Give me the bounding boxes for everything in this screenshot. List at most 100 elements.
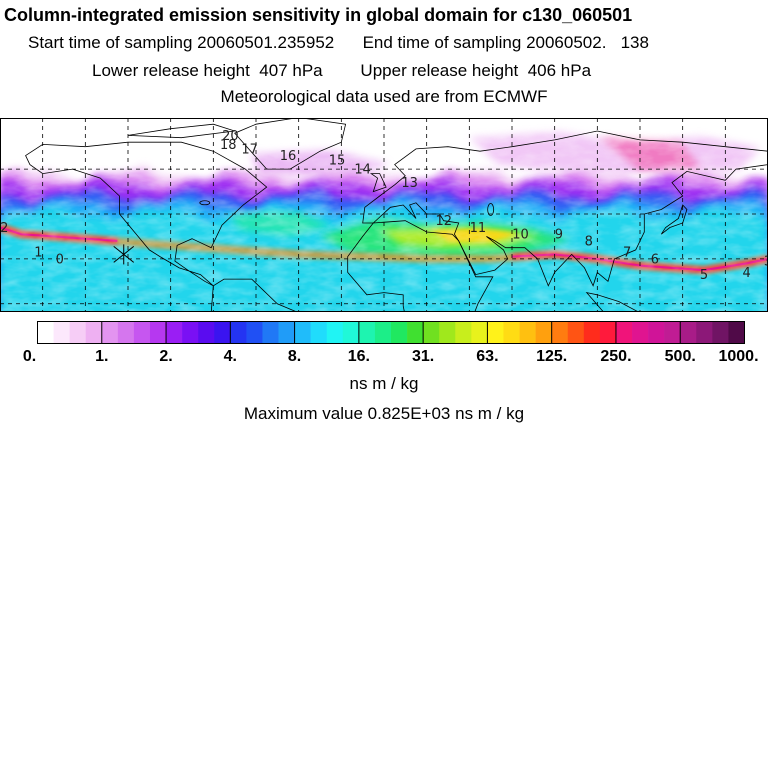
colorbar-cell — [374, 321, 392, 344]
max-label: Maximum value — [243, 404, 363, 423]
contour-label: 7 — [623, 246, 631, 261]
colorbar-tick-label: 63. — [476, 348, 498, 365]
colorbar-cell — [648, 321, 665, 344]
lower-value: 407 hPa — [259, 61, 323, 80]
colorbar-cell — [664, 321, 681, 344]
lat-lon-grid — [0, 118, 768, 312]
colorbar-cell — [182, 321, 199, 344]
colorbar-tick-label: 500. — [665, 348, 696, 365]
colorbar-cell — [391, 321, 408, 344]
contour-label: 11 — [470, 221, 487, 236]
colorbar-tick-labels: 0. 1. 2. 4. 8. 16. 31. 63. 125. 250. 500. 1000. — [23, 348, 759, 365]
colorbar: 0. 1. 2. 4. 8. 16. 31. 63. 125. 250. 500. 1000. — [23, 321, 759, 365]
coastline-japan — [660, 204, 688, 235]
colorbar-separators — [101, 321, 681, 344]
start-label: Start time of sampling — [28, 33, 193, 52]
colorbar-cell — [487, 321, 504, 344]
colorbar-cell — [117, 321, 135, 344]
contour-label: 18 — [220, 138, 237, 153]
colorbar-cell — [310, 321, 328, 344]
colorbar-cell — [53, 321, 70, 344]
colorbar-cell — [198, 321, 215, 344]
contour-label: 15 — [329, 154, 346, 169]
colorbar-tick-label: 4. — [224, 348, 237, 365]
contour-label: 12 — [435, 214, 452, 229]
contour-label: 16 — [280, 149, 297, 164]
contour-label: 3 — [764, 255, 768, 270]
colorbar-cells — [37, 321, 745, 344]
contour-label: 9 — [555, 228, 563, 243]
contour-label: 0 — [56, 252, 64, 267]
upper-label: Upper release height — [360, 61, 519, 80]
colorbar-cell — [535, 321, 552, 344]
colorbar-cell — [519, 321, 536, 344]
colorbar-cell — [101, 321, 119, 344]
colorbar-cell — [358, 321, 376, 344]
met-data-line: Meteorological data used are from ECMWF — [220, 87, 548, 106]
colorbar-cell — [230, 321, 247, 344]
contour-label: 20 — [222, 129, 239, 144]
upper-value: 406 hPa — [527, 61, 592, 80]
colorbar-tick-label: 31. — [412, 348, 434, 365]
contour-label: 1 — [34, 246, 42, 261]
colorbar-tick-label: 1000. — [718, 348, 758, 365]
colorbar-cell — [696, 321, 713, 344]
contour-label: 14 — [354, 163, 371, 178]
sampling-times-line: Start time of sampling 20060501.235952 E… — [28, 33, 768, 53]
start-value: 20060501.235952 — [197, 33, 335, 52]
colorbar-cell — [471, 321, 488, 344]
colorbar-cell — [567, 321, 585, 344]
maximum-value-line: Maximum value 0.825E+03 ns m / kg — [0, 404, 768, 424]
coastline-greenland — [234, 118, 347, 170]
end-label: End time of sampling — [362, 33, 522, 52]
colorbar-cell — [728, 321, 745, 344]
colorbar-cell — [262, 321, 279, 344]
colorbar-tick-label: 1. — [95, 348, 108, 365]
contour-label: 5 — [700, 268, 708, 283]
colorbar-cell — [615, 321, 633, 344]
colorbar-cell — [214, 321, 231, 344]
colorbar-frame — [37, 321, 745, 344]
contour-label: 17 — [241, 142, 258, 157]
colorbar-tick-label: 0. — [23, 348, 36, 365]
colorbar-tick-label: 16. — [348, 348, 370, 365]
sensitivity-map: 201817161514131211109876543210 — [0, 118, 768, 312]
colorbar-cell — [69, 321, 87, 344]
colorbar-cell — [246, 321, 263, 344]
coastlines — [25, 118, 768, 312]
colorbar-cell — [278, 321, 295, 344]
contour-label: 4 — [743, 266, 751, 281]
colorbar-cell — [551, 321, 569, 344]
colorbar-cell — [680, 321, 697, 344]
coastline-great-lakes — [199, 200, 211, 206]
coastline-eurasia — [362, 130, 768, 287]
contour-label: 2 — [0, 221, 8, 236]
colorbar-tick-label: 8. — [288, 348, 301, 365]
colorbar-unit: ns m / kg — [349, 374, 419, 393]
contour-label: 8 — [585, 234, 593, 249]
coastline-africa — [347, 220, 494, 312]
coastline-arctic-islands — [127, 123, 235, 139]
colorbar-tick-label: 2. — [159, 348, 172, 365]
colorbar-cell — [326, 321, 344, 344]
coastline-south-america — [210, 278, 298, 312]
release-marker — [113, 244, 135, 265]
colorbar-cell — [583, 321, 601, 344]
contour-label: 13 — [401, 176, 418, 191]
colorbar-cell — [407, 321, 424, 344]
colorbar-cell — [37, 321, 54, 344]
colorbar-cell — [455, 321, 472, 344]
colorbar-cell — [439, 321, 456, 344]
coastline-british-isles — [369, 173, 387, 193]
colorbar-cell — [423, 321, 440, 344]
max-unit: ns m / kg — [455, 404, 525, 423]
contour-label: 10 — [512, 228, 529, 243]
max-value: 0.825E+03 — [367, 404, 451, 423]
colorbar-cell — [166, 321, 183, 344]
colorbar-tick-label: 250. — [600, 348, 631, 365]
contour-labels: 201817161514131211109876543210 — [0, 129, 768, 283]
colorbar-cell — [294, 321, 311, 344]
colorbar-cell — [503, 321, 520, 344]
colorbar-cell — [149, 321, 167, 344]
coastline-caspian — [487, 203, 495, 216]
